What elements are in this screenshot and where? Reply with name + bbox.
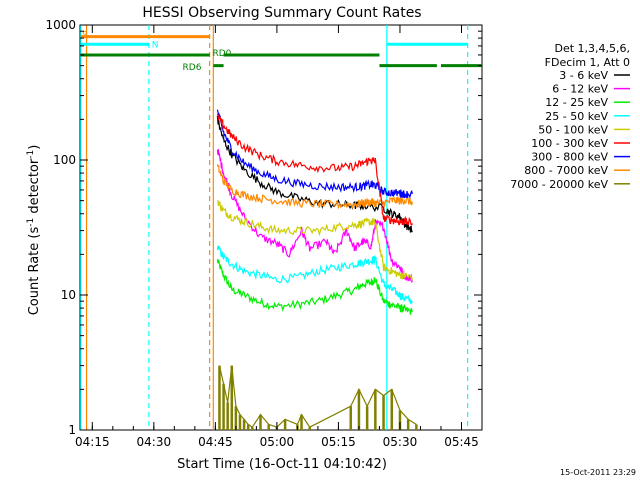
y-tick-label-3: 1: [68, 423, 76, 437]
x-tick-label-3: 05:00: [260, 435, 295, 449]
y-label-sup-1: -1: [26, 218, 36, 227]
series-line-7: [216, 164, 413, 210]
x-tick-label-1: 04:30: [137, 435, 172, 449]
series-line-0: [216, 115, 413, 233]
state-label-rd6: RD6: [183, 63, 202, 73]
state-label-rd0: RD0: [212, 49, 231, 59]
series-line-2: [216, 259, 413, 315]
y-label-part-1: Count Rate (s: [27, 227, 42, 316]
legend-label-0: 3 - 6 keV: [559, 69, 608, 82]
series-line-3: [216, 245, 413, 306]
chart-title: HESSI Observing Summary Count Rates: [142, 5, 421, 21]
y-label-sup-2: -1: [26, 150, 36, 159]
legend: Det 1,3,4,5,6, FDecim 1, Att 0 3 - 6 keV…: [510, 42, 630, 191]
background-lines: [80, 25, 469, 430]
x-tick-label-0: 04:15: [75, 435, 110, 449]
plot-area: S N RD0 RD6: [79, 24, 483, 431]
state-label-n: N: [152, 40, 159, 50]
series-layer: [216, 109, 418, 430]
legend-header-line-2: FDecim 1, Att 0: [545, 56, 630, 69]
y-label-part-3: ): [27, 145, 42, 150]
series-line-4: [217, 199, 413, 281]
legend-header-line-1: Det 1,3,4,5,6,: [554, 42, 630, 55]
state-labels: S N RD0 RD6: [82, 31, 232, 73]
generation-timestamp: 15-Oct-2011 23:29: [560, 468, 636, 477]
legend-label-4: 50 - 100 keV: [538, 123, 608, 136]
y-tick-label-2: 10: [61, 288, 76, 302]
x-tick-label-2: 04:45: [198, 435, 233, 449]
legend-label-7: 800 - 7000 keV: [524, 164, 608, 177]
y-label-part-2: detector: [27, 158, 42, 218]
legend-label-2: 12 - 25 keV: [545, 96, 608, 109]
legend-label-1: 6 - 12 keV: [552, 83, 608, 96]
state-bars: [80, 35, 482, 68]
x-tick-label-6: 05:45: [444, 435, 479, 449]
legend-label-3: 25 - 50 keV: [545, 110, 608, 123]
series-line-8: [218, 365, 417, 428]
legend-label-8: 7000 - 20000 keV: [510, 178, 608, 191]
series-line-1: [216, 148, 413, 283]
plot-frame: [79, 24, 483, 431]
x-tick-label-4: 05:15: [321, 435, 356, 449]
x-axis-label: Start Time (16-Oct-11 04:10:42): [177, 457, 387, 472]
y-axis-label: Count Rate (s-1 detector-1): [26, 145, 42, 316]
y-tick-label-0: 1000: [45, 18, 76, 32]
series-line-5: [216, 113, 413, 226]
legend-label-6: 300 - 800 keV: [531, 151, 608, 164]
x-axis-ticks: 04:15 04:30 04:45 05:00 05:15 05:30 05:45: [75, 25, 483, 449]
y-axis-ticks: 1000 100 10 1: [45, 18, 482, 437]
legend-label-5: 100 - 300 keV: [531, 137, 608, 150]
y-tick-label-1: 100: [53, 153, 76, 167]
x-tick-label-5: 05:30: [383, 435, 418, 449]
series-line-6: [216, 109, 413, 199]
state-label-s: S: [82, 31, 88, 41]
